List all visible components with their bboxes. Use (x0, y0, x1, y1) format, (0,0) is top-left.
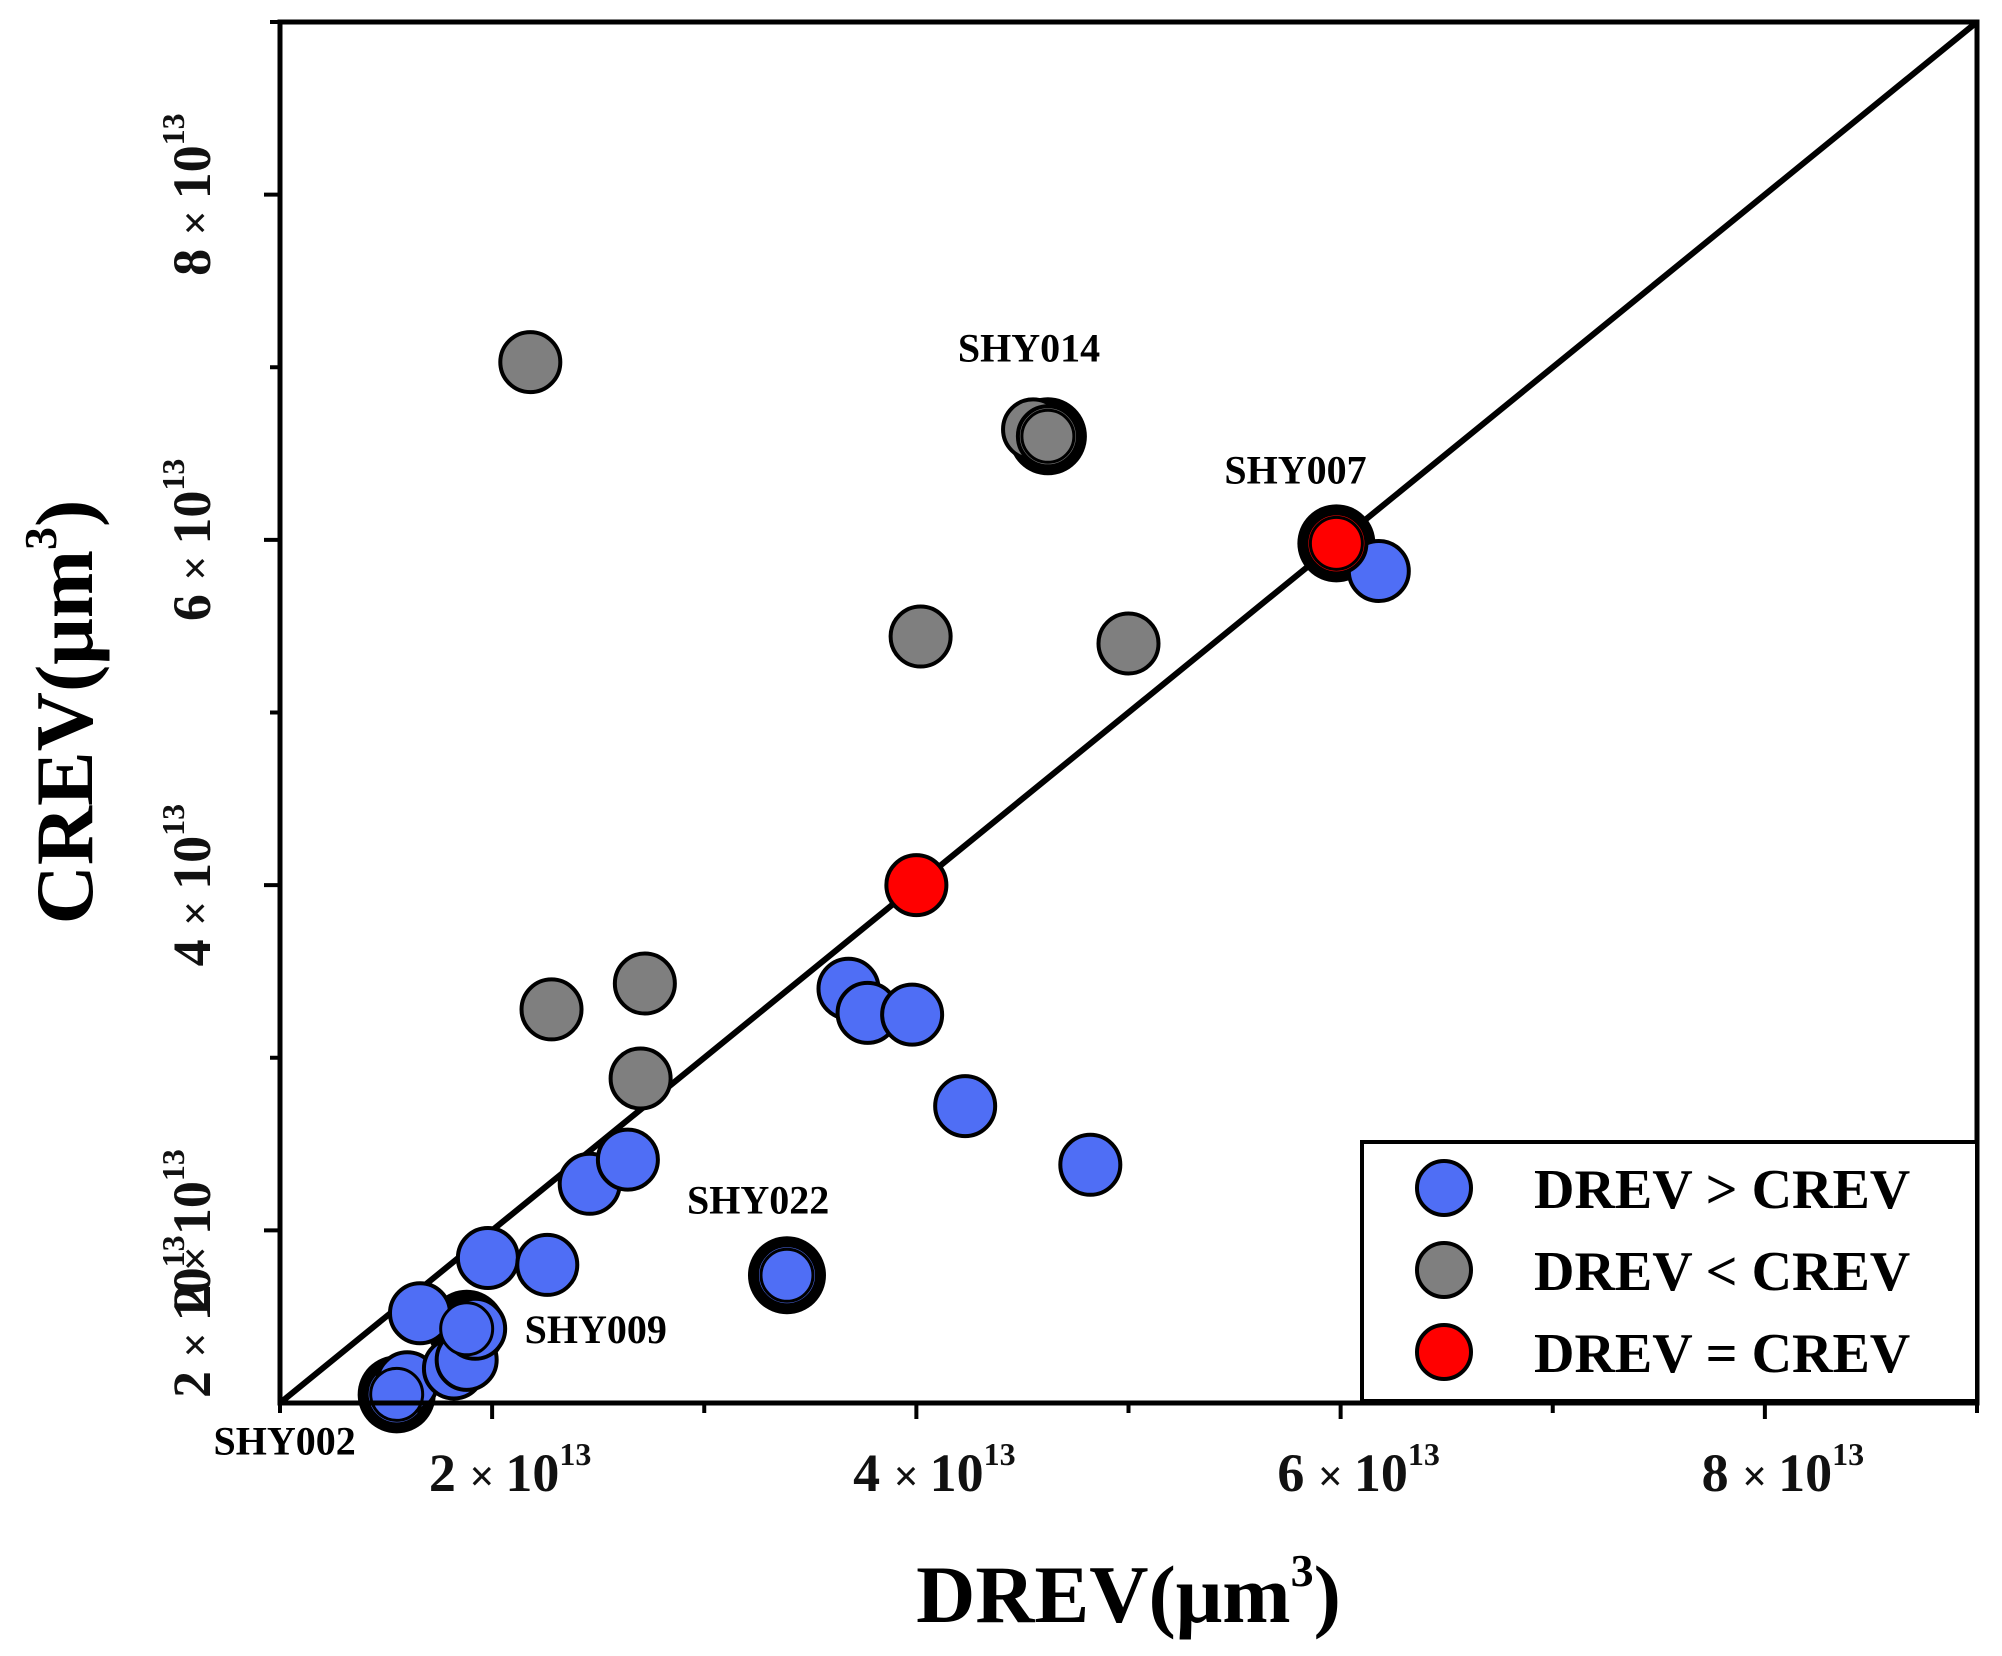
y-tick-labels: 2 × 1013 4 × 1013 6 × 1013 8 × 1013 2 × 1013 (155, 113, 222, 1398)
point-drev-crev-6 (455, 1225, 520, 1290)
highlight-core-shy007 (1308, 515, 1364, 571)
point-drev-crev-14 (933, 1074, 998, 1139)
plot-frame (277, 19, 1980, 1406)
annotation-shy014: SHY014 (958, 325, 1100, 370)
highlight-core-shy009 (439, 1301, 495, 1357)
x-tick-label-2: 6 × 1013 (1277, 1436, 1440, 1503)
y-tick-label-2: 6 × 1013 (155, 459, 222, 622)
annotation-shy022: SHY022 (687, 1177, 829, 1222)
y-axis-title-sup: 3 (15, 527, 66, 550)
y-tick-label-extra: 2 × 1013 (155, 1235, 222, 1398)
legend-label-gray: DREV < CREV (1534, 1241, 1910, 1303)
point-drev-crev-13 (880, 982, 945, 1047)
point-drev-crev-3 (608, 1046, 673, 1111)
annotations-layer: SHY002 SHY009 SHY022 SHY014 SHY007 (214, 325, 1367, 1463)
y-tick-label-1: 4 × 1013 (155, 804, 222, 967)
y-tick-label-0: 2 × 1013 (155, 1149, 222, 1312)
y-axis-title-main: CREV(μm (19, 550, 110, 924)
x-tick-label-3: 8 × 1013 (1702, 1436, 1865, 1503)
x-axis-title-close: ) (1314, 1549, 1341, 1640)
point-drev-crev-2 (612, 951, 677, 1016)
legend-label-red: DREV = CREV (1534, 1323, 1910, 1385)
point-drev-crev-9 (595, 1127, 660, 1192)
y-axis-title: CREV(μm3) (15, 500, 110, 925)
x-tick-labels: 2 × 1013 4 × 1013 6 × 1013 8 × 1013 (429, 1436, 1864, 1503)
point-drev-crev-0 (498, 330, 563, 395)
point-drev-crev-1 (519, 977, 584, 1042)
highlight-core-shy002 (369, 1366, 425, 1422)
y-axis-title-group: CREV(μm3) (15, 500, 110, 925)
y-axis-title-close: ) (19, 500, 110, 527)
y-tick-label-3: 8 × 1013 (155, 113, 222, 276)
x-tick-label-0: 2 × 1013 (429, 1436, 592, 1503)
annotation-shy002: SHY002 (214, 1418, 356, 1463)
x-axis-title: DREV(μm3) (916, 1545, 1341, 1640)
legend-label-blue: DREV > CREV (1534, 1159, 1910, 1221)
highlight-core-shy014 (1020, 408, 1076, 464)
highlight-core-shy022 (759, 1247, 815, 1303)
point-drev-crev-15 (1058, 1132, 1123, 1197)
point-drev-crev-4 (888, 604, 953, 669)
x-axis-title-main: DREV(μm (916, 1549, 1290, 1640)
points-layer (357, 330, 1411, 1434)
legend: DREV > CREV DREV < CREV DREV = CREV (1360, 1140, 1979, 1403)
annotation-shy009: SHY009 (525, 1307, 667, 1352)
point-drev-crev-0 (884, 853, 949, 918)
annotation-shy007: SHY007 (1224, 447, 1366, 492)
x-axis-title-sup: 3 (1291, 1545, 1314, 1596)
legend-marker-blue (1415, 1159, 1473, 1217)
point-drev-crev-7 (515, 1232, 580, 1297)
x-tick-label-1: 4 × 1013 (853, 1436, 1016, 1503)
point-drev-crev-5 (1096, 611, 1161, 676)
legend-marker-gray (1415, 1241, 1473, 1299)
legend-marker-red (1415, 1323, 1473, 1381)
